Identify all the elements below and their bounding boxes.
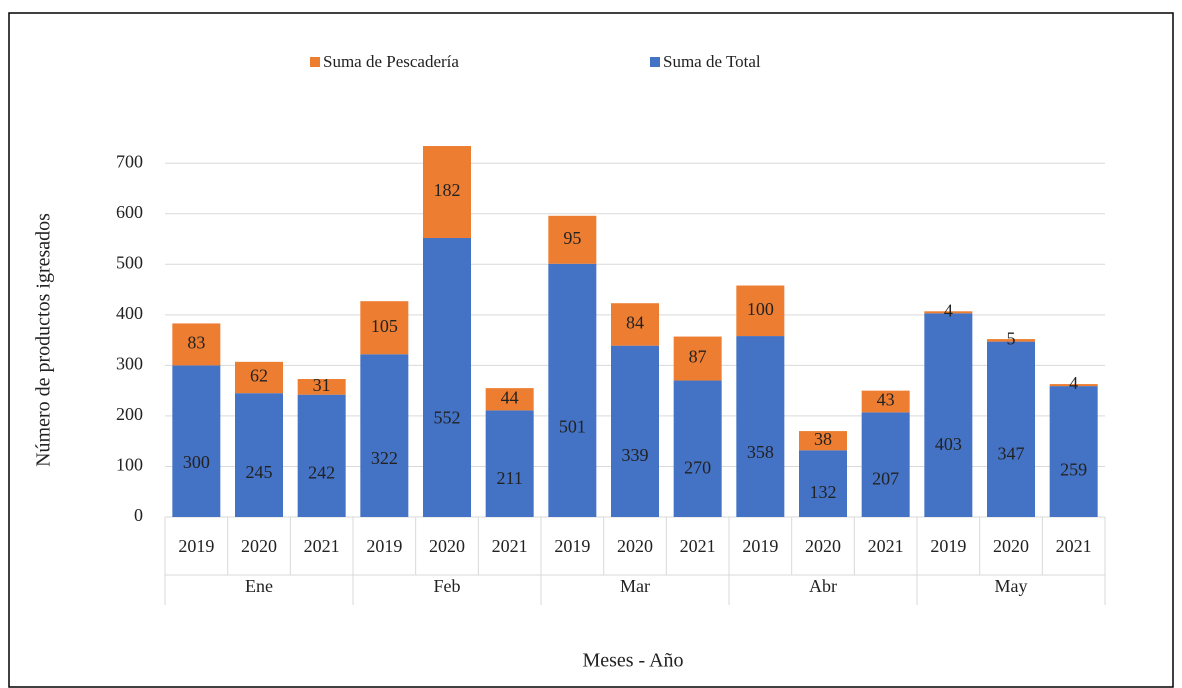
bar-segment	[423, 146, 471, 239]
bar-segment	[924, 311, 973, 314]
bar-segment	[736, 336, 785, 517]
data-label: 322	[371, 448, 398, 468]
data-label: 552	[434, 407, 461, 427]
x-group-label: Mar	[620, 576, 650, 596]
bar-segment	[1049, 384, 1098, 387]
bar-segment	[861, 390, 910, 413]
y-axis-title: Número de productos igresados	[33, 213, 55, 467]
y-tick-label: 600	[116, 202, 143, 222]
data-label: 5	[1007, 328, 1016, 348]
bar-segment	[611, 303, 659, 346]
x-tick-label: 2021	[492, 536, 528, 556]
y-tick-label: 100	[116, 455, 143, 475]
bar-segment	[987, 339, 1035, 342]
x-group-label: Ene	[245, 576, 273, 596]
y-tick-label: 0	[134, 505, 143, 525]
y-tick-label: 200	[116, 404, 143, 424]
y-tick-label: 400	[116, 303, 143, 323]
data-label: 38	[814, 429, 832, 449]
data-label: 4	[1069, 373, 1078, 393]
bar-segment	[172, 323, 221, 366]
x-tick-label: 2021	[1056, 536, 1092, 556]
x-tick-label: 2020	[241, 536, 277, 556]
data-label: 105	[371, 316, 398, 336]
bar-segment	[235, 393, 283, 517]
data-label: 347	[998, 444, 1025, 464]
bar-segment	[297, 394, 346, 517]
x-tick-label: 2021	[304, 536, 340, 556]
x-tick-label: 2019	[366, 536, 402, 556]
x-tick-label: 2019	[554, 536, 590, 556]
data-label: 43	[877, 390, 895, 410]
x-group-label: Abr	[809, 576, 837, 596]
bar-segment	[423, 238, 471, 517]
bar-segment	[1049, 386, 1098, 517]
data-label: 358	[747, 442, 774, 462]
bar-segment	[673, 336, 722, 381]
x-tick-label: 2021	[868, 536, 904, 556]
bar-segment	[485, 388, 534, 411]
data-label: 84	[626, 313, 644, 333]
bar-segment	[297, 379, 346, 395]
bar-segment	[360, 354, 409, 517]
bar-segment	[799, 450, 847, 517]
data-label: 245	[246, 462, 273, 482]
x-tick-label: 2020	[805, 536, 841, 556]
y-tick-label: 300	[116, 354, 143, 374]
data-label: 259	[1060, 459, 1087, 479]
legend-swatch	[650, 57, 660, 67]
x-axis-title: Meses - Año	[582, 650, 683, 672]
data-label: 403	[935, 434, 962, 454]
data-label: 95	[563, 228, 581, 248]
bar-segment	[861, 412, 910, 517]
bar-segment	[611, 345, 659, 517]
x-tick-label: 2019	[742, 536, 778, 556]
bar-segment	[673, 380, 722, 517]
bar-segment	[924, 313, 973, 517]
data-label: 211	[496, 468, 522, 488]
bar-segment	[548, 263, 597, 517]
data-label: 501	[559, 417, 586, 437]
data-label: 100	[747, 299, 774, 319]
y-tick-label: 500	[116, 252, 143, 272]
data-label: 87	[689, 347, 707, 367]
data-label: 207	[872, 469, 899, 489]
legend-swatch	[310, 57, 320, 67]
data-label: 83	[187, 333, 205, 353]
x-tick-label: 2019	[178, 536, 214, 556]
x-group-label: May	[995, 576, 1028, 596]
bar-segment	[172, 365, 221, 517]
data-label: 31	[313, 375, 331, 395]
data-label: 339	[622, 445, 649, 465]
bar-segment	[548, 215, 597, 264]
legend-label: Suma de Total	[663, 52, 761, 71]
bar-segment	[235, 361, 283, 394]
x-tick-label: 2020	[617, 536, 653, 556]
data-label: 182	[434, 180, 461, 200]
data-label: 62	[250, 366, 268, 386]
data-label: 4	[944, 300, 953, 320]
bar-segment	[736, 285, 785, 337]
bar-segment	[360, 301, 409, 355]
bar-segment	[987, 341, 1035, 517]
data-label: 242	[308, 462, 335, 482]
x-tick-label: 2019	[930, 536, 966, 556]
bar-segment	[799, 431, 847, 451]
data-label: 44	[501, 387, 519, 407]
x-tick-label: 2020	[429, 536, 465, 556]
data-label: 132	[810, 482, 837, 502]
x-group-label: Feb	[434, 576, 461, 596]
data-label: 270	[684, 457, 711, 477]
legend-label: Suma de Pescadería	[323, 52, 459, 71]
x-tick-label: 2020	[993, 536, 1029, 556]
x-tick-label: 2021	[680, 536, 716, 556]
y-tick-label: 700	[116, 151, 143, 171]
data-label: 300	[183, 452, 210, 472]
bar-segment	[485, 410, 534, 517]
